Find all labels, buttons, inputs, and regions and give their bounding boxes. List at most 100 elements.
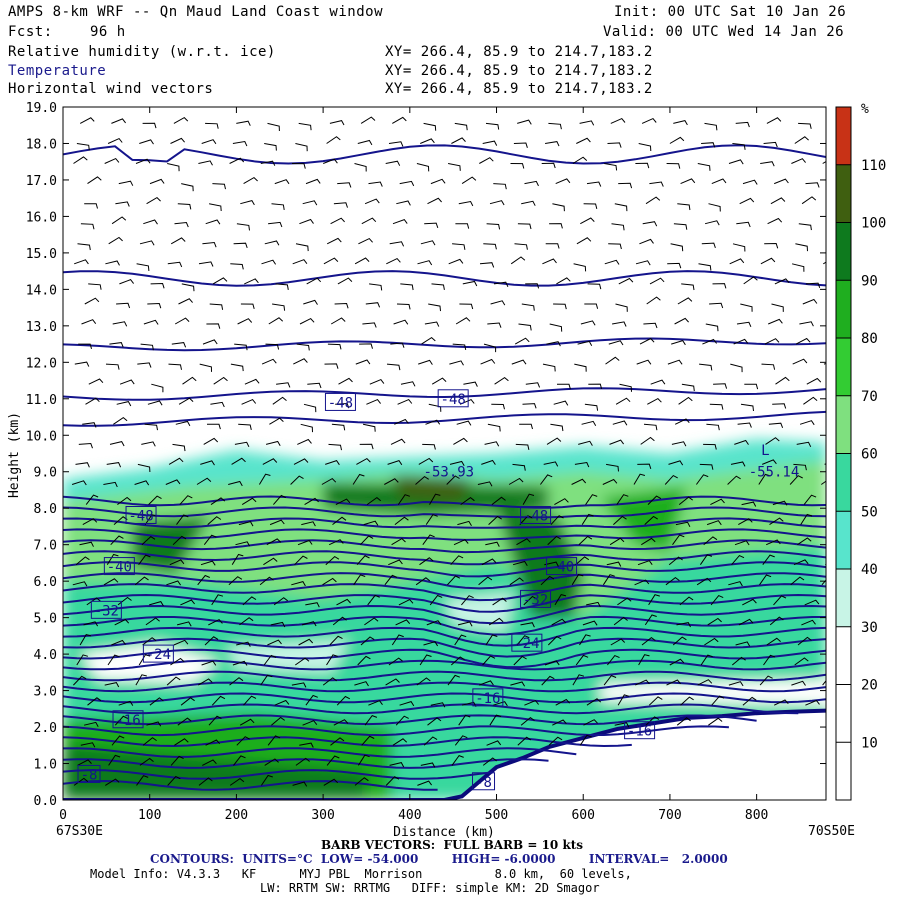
wind-barb: [773, 699, 789, 706]
wind-barb: [415, 475, 429, 485]
x-tick-label: 700: [658, 808, 681, 823]
wind-barb: [463, 381, 478, 387]
isotherm-lower: [63, 539, 826, 554]
init-time: Init: 00 UTC Sat 10 Jan 26: [614, 4, 847, 20]
colorbar-tick-label: 50: [861, 504, 878, 520]
wind-barb: [207, 423, 221, 430]
wind-barb: [668, 460, 684, 466]
wind-barb: [674, 418, 690, 425]
wind-barb: [394, 516, 409, 525]
wind-barb: [616, 494, 629, 505]
wind-barb: [327, 343, 342, 350]
wind-barb: [799, 420, 815, 426]
wind-barb: [586, 698, 602, 706]
contour-label-box: [624, 721, 656, 740]
wind-barb: [106, 553, 119, 565]
wind-barb: [421, 336, 436, 345]
wind-barb: [260, 160, 276, 166]
wind-barb: [702, 338, 717, 345]
wind-barb: [764, 338, 780, 345]
wind-barb: [515, 443, 530, 451]
wind-barb: [604, 163, 618, 171]
wind-barb: [329, 120, 345, 126]
wind-barb: [481, 459, 496, 465]
contour-label: -32: [94, 603, 119, 619]
wind-barb: [301, 621, 317, 627]
wind-barb: [78, 442, 93, 449]
wind-barb: [306, 277, 322, 285]
wind-barb: [540, 474, 553, 485]
wind-barb: [586, 181, 602, 187]
wind-barb: [208, 618, 223, 626]
wind-barb: [556, 277, 571, 285]
x-tick-label: 600: [571, 808, 594, 823]
wind-barb: [77, 759, 92, 766]
wind-barb: [794, 136, 809, 144]
contour-label-box: [520, 589, 552, 608]
wind-barb: [170, 755, 184, 766]
wind-barb: [791, 158, 806, 164]
wind-barb: [326, 237, 342, 245]
isotherm-upper: [63, 410, 826, 427]
wind-barb: [576, 237, 592, 245]
wind-barb: [269, 519, 285, 526]
wind-barb: [206, 323, 221, 329]
wind-barb: [390, 438, 406, 445]
wind-barb: [111, 735, 125, 746]
wind-barb: [72, 581, 88, 587]
contour-label: -16: [627, 724, 652, 740]
wind-barb: [200, 460, 215, 466]
wind-barb: [759, 675, 773, 686]
isotherm-lower: [63, 615, 826, 636]
wind-barb: [803, 494, 817, 505]
wind-barb: [368, 700, 383, 706]
wind-barb: [233, 755, 246, 766]
wind-barb: [579, 120, 595, 126]
wind-barb: [268, 317, 284, 325]
wind-barb: [548, 122, 562, 130]
wind-barb: [142, 122, 157, 129]
wind-barb: [354, 777, 369, 786]
wind-barb: [581, 513, 594, 525]
wind-barb: [635, 162, 650, 169]
wind-barb: [395, 619, 411, 626]
wind-barb: [704, 122, 718, 131]
contour-label: -24: [514, 636, 539, 652]
wind-barb: [135, 674, 147, 686]
wind-barb: [732, 143, 746, 150]
wind-barb: [513, 655, 527, 666]
wind-barb: [488, 617, 504, 626]
terrain-surface: [63, 708, 826, 800]
wind-barb: [173, 639, 189, 646]
contour-label-box: [546, 557, 578, 576]
wind-barb: [295, 243, 309, 252]
wind-barb: [364, 617, 379, 626]
wind-barb: [113, 416, 128, 425]
wind-barb: [105, 260, 120, 266]
forecast-hour: 96 h: [90, 24, 126, 40]
wind-barb: [606, 463, 619, 472]
y-tick-label: 10.0: [26, 429, 57, 444]
isotherm-lower: [63, 572, 826, 590]
wind-barb: [670, 243, 684, 252]
wind-barb: [706, 520, 722, 526]
wind-barb: [172, 443, 186, 452]
wind-barb: [664, 474, 678, 485]
wind-barb: [205, 122, 219, 129]
wind-barb: [676, 717, 691, 726]
colorbar-swatch: [836, 280, 851, 338]
wind-barb: [450, 555, 464, 566]
wind-barb: [174, 221, 189, 228]
wind-barb: [426, 620, 442, 626]
wind-barb: [730, 461, 746, 467]
wind-barb: [425, 514, 438, 525]
y-tick-label: 11.0: [26, 393, 57, 408]
wind-barb: [541, 675, 555, 686]
wind-barb: [173, 116, 189, 124]
wind-barb: [793, 463, 807, 471]
wind-barb: [176, 514, 189, 525]
wind-barb: [637, 463, 652, 470]
x-tick-label: 100: [138, 808, 161, 823]
wind-barb: [390, 342, 405, 348]
y-tick-label: 2.0: [34, 721, 57, 736]
